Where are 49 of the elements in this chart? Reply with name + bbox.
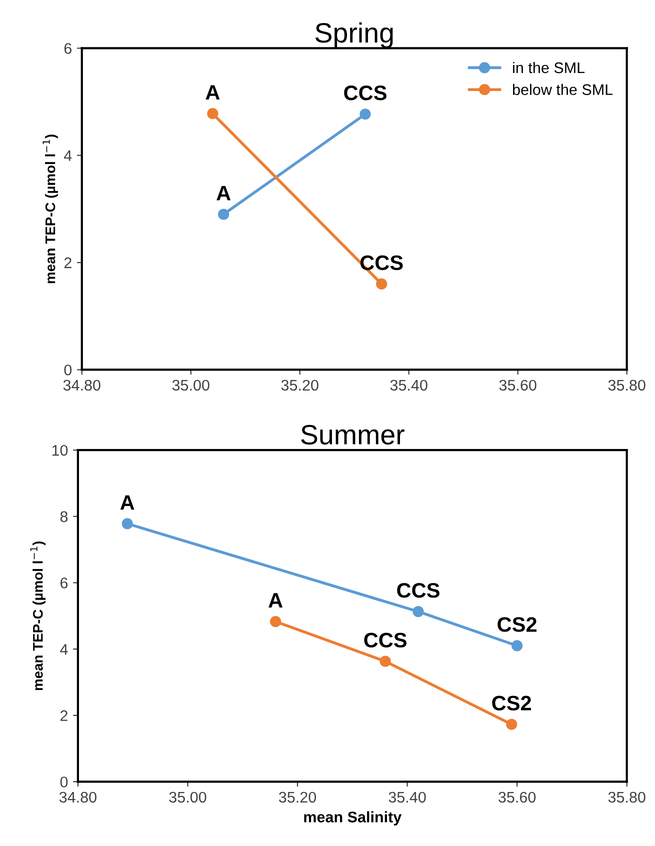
chart-title: Spring bbox=[315, 22, 393, 48]
y-tick-label: 8 bbox=[60, 511, 68, 522]
point bbox=[376, 278, 388, 290]
chart-title: Summer bbox=[301, 424, 404, 445]
point bbox=[207, 108, 218, 120]
point bbox=[412, 606, 424, 618]
annotation: CCS bbox=[360, 255, 403, 270]
annotation: CS2 bbox=[498, 617, 536, 632]
point bbox=[270, 616, 282, 628]
legend-label: below the SML bbox=[513, 84, 613, 96]
x-tick-label: 35.20 bbox=[278, 792, 316, 803]
y-tick-label: 6 bbox=[64, 43, 72, 54]
x-tick-label: 35.40 bbox=[390, 380, 428, 391]
x-axis-title: mean Salinity bbox=[304, 811, 402, 826]
legend-label: in the SML bbox=[513, 62, 585, 74]
y-axis-title: mean TEP-C (µmol l$^{−1}$) bbox=[42, 134, 58, 284]
y-tick-label: 6 bbox=[60, 578, 68, 588]
annotation: A bbox=[268, 593, 283, 608]
annotation: CCS bbox=[397, 582, 440, 598]
point bbox=[122, 518, 133, 530]
point bbox=[218, 208, 230, 220]
annotation: A bbox=[206, 85, 220, 100]
point bbox=[380, 656, 391, 667]
y-tick-label: 4 bbox=[60, 644, 68, 655]
x-tick-label: 35.60 bbox=[499, 380, 536, 391]
x-tick-label: 35.60 bbox=[498, 792, 536, 803]
annotation: CCS bbox=[364, 632, 407, 648]
y-tick-label: 0 bbox=[60, 776, 68, 788]
y-tick-label: 2 bbox=[60, 710, 68, 721]
x-tick-label: 35.40 bbox=[388, 792, 426, 803]
annotation: CCS bbox=[344, 86, 386, 100]
annotation: A bbox=[120, 495, 134, 510]
x-tick-label: 35.80 bbox=[608, 380, 646, 391]
annotation: A bbox=[216, 186, 231, 200]
annotation: CS2 bbox=[492, 696, 531, 710]
point bbox=[512, 640, 523, 652]
y-tick-label: 2 bbox=[64, 257, 72, 268]
x-tick-label: 34.80 bbox=[59, 792, 96, 803]
y-tick-label: 4 bbox=[64, 150, 72, 161]
y-tick-label: 0 bbox=[64, 364, 72, 376]
point bbox=[360, 108, 371, 120]
y-axis-title: mean TEP-C (µmol l$^{−1}$) bbox=[30, 542, 46, 690]
x-tick-label: 34.80 bbox=[63, 380, 100, 391]
x-tick-label: 35.00 bbox=[172, 380, 210, 391]
x-tick-label: 35.20 bbox=[281, 380, 318, 391]
y-tick-label: 10 bbox=[52, 444, 68, 456]
point bbox=[506, 718, 518, 730]
x-tick-label: 35.80 bbox=[608, 792, 646, 803]
x-tick-label: 35.00 bbox=[169, 792, 206, 803]
